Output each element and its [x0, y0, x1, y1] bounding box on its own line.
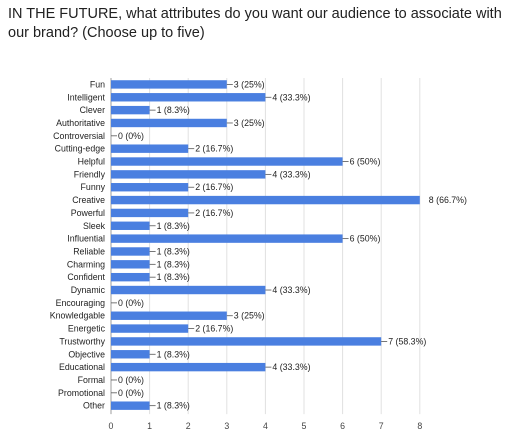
- value-label: 0 (0%): [118, 375, 144, 385]
- category-label: Objective: [68, 349, 105, 359]
- value-label: 3 (25%): [234, 118, 265, 128]
- value-label: 6 (50%): [350, 157, 381, 167]
- value-label: 1 (8.3%): [157, 401, 190, 411]
- category-label: Controversial: [53, 131, 105, 141]
- bar: [111, 105, 150, 115]
- bar: [111, 144, 189, 153]
- value-label: 2 (16.7%): [195, 144, 233, 154]
- category-label: Helpful: [78, 157, 105, 167]
- category-label: Funny: [81, 182, 106, 192]
- category-label: Cutting-edge: [55, 144, 105, 154]
- bar: [111, 401, 150, 410]
- category-label: Creative: [72, 195, 105, 205]
- bar: [111, 247, 150, 256]
- value-label: 2 (16.7%): [195, 182, 233, 192]
- category-label: Energetic: [68, 324, 106, 334]
- bar: [111, 362, 266, 372]
- x-tick-label: 6: [340, 421, 345, 431]
- value-label: 2 (16.7%): [195, 208, 233, 218]
- x-tick-label: 0: [109, 421, 114, 431]
- category-label: Reliable: [73, 246, 105, 256]
- bar: [111, 285, 266, 295]
- value-label: 6 (50%): [350, 234, 381, 244]
- value-label: 0 (0%): [118, 131, 144, 141]
- bar: [111, 118, 227, 128]
- bar: [111, 324, 189, 333]
- category-label: Clever: [80, 105, 105, 115]
- value-label: 7 (58.3%): [388, 336, 426, 346]
- value-label: 3 (25%): [234, 311, 265, 321]
- bar: [111, 221, 150, 230]
- category-label: Charming: [67, 259, 105, 269]
- category-label: Friendly: [74, 169, 106, 179]
- bar: [111, 195, 420, 205]
- value-label: 1 (8.3%): [157, 349, 190, 359]
- value-label: 1 (8.3%): [157, 246, 190, 256]
- value-label: 1 (8.3%): [157, 105, 190, 115]
- category-label: Fun: [90, 79, 105, 89]
- value-label: 4 (33.3%): [272, 285, 310, 295]
- value-label: 0 (0%): [118, 298, 144, 308]
- x-tick-label: 1: [147, 421, 152, 431]
- bar: [111, 208, 189, 218]
- bar: [111, 170, 266, 179]
- value-label: 1 (8.3%): [157, 259, 190, 269]
- category-label: Other: [83, 401, 105, 411]
- x-tick-label: 8: [417, 421, 422, 431]
- value-label: 1 (8.3%): [157, 272, 190, 282]
- category-label: Formal: [78, 375, 105, 385]
- value-label: 4 (33.3%): [272, 169, 310, 179]
- bar: [111, 157, 343, 166]
- category-label: Intelligent: [67, 92, 105, 102]
- category-label: Trustworthy: [59, 336, 105, 346]
- value-label: 0 (0%): [118, 388, 144, 398]
- bar: [111, 311, 227, 320]
- category-label: Educational: [59, 362, 105, 372]
- x-tick-label: 4: [263, 421, 268, 431]
- value-label: 2 (16.7%): [195, 324, 233, 334]
- x-tick-label: 2: [186, 421, 191, 431]
- bar: [111, 234, 343, 243]
- category-label: Sleek: [83, 221, 106, 231]
- category-label: Confident: [67, 272, 105, 282]
- category-label: Influential: [67, 234, 105, 244]
- question-title: IN THE FUTURE, what attributes do you wa…: [8, 6, 502, 41]
- category-label: Promotional: [58, 388, 105, 398]
- value-label: 1 (8.3%): [157, 221, 190, 231]
- bar: [111, 272, 150, 282]
- bar: [111, 350, 150, 359]
- category-label: Encouraging: [56, 298, 106, 308]
- x-tick-label: 5: [302, 421, 307, 431]
- category-label: Powerful: [71, 208, 105, 218]
- category-label: Dynamic: [71, 285, 106, 295]
- value-label: 4 (33.3%): [272, 362, 310, 372]
- value-label: 3 (25%): [234, 79, 265, 89]
- value-label: 8 (66.7%): [429, 195, 467, 205]
- bar: [111, 93, 266, 102]
- bar: [111, 80, 227, 89]
- bar: [111, 337, 382, 346]
- category-label: Authoritative: [56, 118, 105, 128]
- bar: [111, 183, 189, 192]
- x-tick-label: 7: [379, 421, 384, 431]
- bar: [111, 260, 150, 269]
- x-tick-label: 3: [224, 421, 229, 431]
- value-label: 4 (33.3%): [272, 92, 310, 102]
- category-label: Knowledgable: [50, 311, 105, 321]
